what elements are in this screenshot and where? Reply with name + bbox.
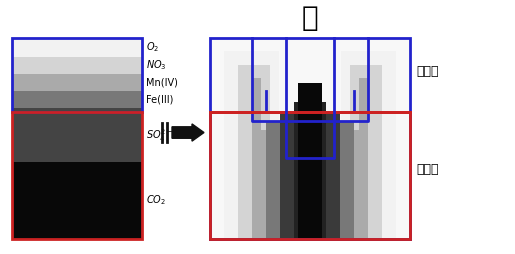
Bar xyxy=(12,108,142,162)
Text: $NO_3$: $NO_3$ xyxy=(146,59,167,72)
Bar xyxy=(12,91,142,108)
Text: $CO_2$: $CO_2$ xyxy=(146,194,166,208)
Text: Mn(IV): Mn(IV) xyxy=(146,77,178,88)
Polygon shape xyxy=(238,65,382,239)
Text: $SO_4^{2-}$: $SO_4^{2-}$ xyxy=(146,127,173,144)
Text: 🦀: 🦀 xyxy=(302,4,318,32)
Polygon shape xyxy=(252,78,368,239)
Polygon shape xyxy=(308,93,312,239)
Polygon shape xyxy=(266,91,354,239)
FancyArrow shape xyxy=(172,124,204,141)
Polygon shape xyxy=(294,102,326,239)
Text: $O_2$: $O_2$ xyxy=(146,40,159,54)
Bar xyxy=(210,38,410,239)
Bar xyxy=(12,74,142,91)
Text: 혁기성: 혁기성 xyxy=(416,163,438,176)
Bar xyxy=(12,162,142,239)
Text: 호기성: 호기성 xyxy=(416,65,438,78)
Text: Fe(III): Fe(III) xyxy=(146,94,174,105)
Bar xyxy=(210,112,410,239)
Bar xyxy=(12,112,142,239)
Bar xyxy=(210,112,410,239)
Bar xyxy=(12,38,142,112)
Polygon shape xyxy=(224,51,396,239)
Polygon shape xyxy=(298,83,322,239)
Bar xyxy=(12,57,142,74)
Bar xyxy=(12,38,142,57)
Bar xyxy=(210,38,410,239)
Polygon shape xyxy=(280,105,340,239)
